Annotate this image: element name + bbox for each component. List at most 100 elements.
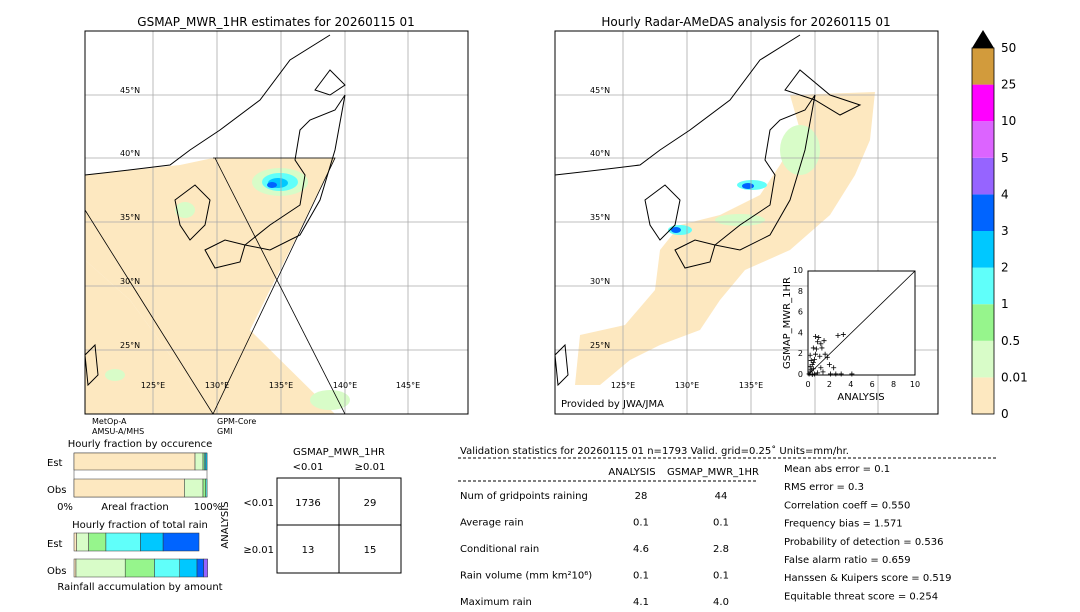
- stat-label: Num of gridpoints raining: [460, 491, 588, 502]
- svg-text:35°N: 35°N: [590, 213, 610, 222]
- colorbar-extend-arrow: [972, 30, 994, 48]
- bar-segment: [73, 558, 77, 578]
- stat-analysis: 0.1: [633, 571, 649, 582]
- bar-segment: [88, 532, 107, 552]
- scatter-point: [816, 335, 822, 341]
- scatter-xtick: 4: [848, 380, 853, 389]
- colorbar-segment: [972, 377, 994, 414]
- scatter-point: [817, 353, 823, 359]
- svg-text:<0.01: <0.01: [293, 462, 324, 473]
- svg-text:25°N: 25°N: [120, 341, 140, 350]
- svg-text:≥0.01: ≥0.01: [243, 545, 274, 556]
- svg-text:13: 13: [302, 545, 315, 556]
- occurrence-xmin: 0%: [57, 502, 73, 513]
- left-coastline: [85, 34, 346, 387]
- rain-fraction-title: Hourly fraction of total rain: [72, 520, 208, 531]
- svg-text:GMI: GMI: [217, 427, 232, 436]
- colorbar-segment: [972, 304, 994, 341]
- scatter-point: [835, 332, 841, 338]
- scatter-ytick: 0: [798, 370, 803, 379]
- stat-analysis: 4.1: [633, 597, 649, 608]
- stat-gsmap: 2.8: [713, 544, 729, 555]
- rain-fraction-xlabel: Rainfall accumulation by amount: [57, 582, 222, 593]
- right-lat-labels: 45°N 40°N 35°N 30°N 25°N: [590, 86, 610, 350]
- bar-segment: [75, 558, 126, 578]
- score-line: Equitable threat score = 0.254: [784, 591, 938, 602]
- scatter-xtick: 0: [805, 380, 810, 389]
- score-line: Frequency bias = 1.571: [784, 519, 903, 530]
- score-line: Mean abs error = 0.1: [784, 464, 890, 475]
- scatter-point: [810, 366, 816, 372]
- stat-label: Maximum rain: [460, 597, 532, 608]
- colorbar-tick-label: 2: [1001, 261, 1009, 275]
- scatter-point: [815, 339, 821, 345]
- scatter-point: [812, 351, 818, 357]
- svg-text:125°E: 125°E: [141, 381, 165, 390]
- colorbar-tick-label: 1: [1001, 297, 1009, 311]
- svg-text:GSMAP_MWR_1HR: GSMAP_MWR_1HR: [293, 447, 385, 458]
- scatter-xtick: 8: [891, 380, 896, 389]
- scatter-point: [806, 371, 812, 377]
- scatter-point: [807, 352, 813, 358]
- scatter-point: [808, 357, 814, 363]
- scatter-ytick: 10: [793, 266, 803, 275]
- occurrence-est-label: Est: [47, 458, 63, 469]
- scatter-point: [807, 364, 813, 370]
- scatter-point: [821, 338, 827, 344]
- occurrence-xlabel: Areal fraction: [101, 502, 168, 513]
- scatter-point: [818, 341, 824, 347]
- bar-segment: [73, 478, 185, 498]
- svg-text:≥0.01: ≥0.01: [355, 462, 386, 473]
- scatter-point: [840, 331, 846, 337]
- scatter-xtick: 2: [827, 380, 832, 389]
- occurrence-obs-label: Obs: [47, 485, 66, 496]
- rain-obs-label: Obs: [47, 566, 66, 577]
- stat-gsmap: 0.1: [713, 571, 729, 582]
- stat-label: Average rain: [460, 518, 524, 529]
- svg-text:Validation statistics for 2026: Validation statistics for 20260115 01 n=…: [460, 445, 849, 457]
- colorbar-tick-label: 0: [1001, 407, 1009, 421]
- scatter-xlabel: ANALYSIS: [837, 392, 884, 403]
- right-map-title: Hourly Radar-AMeDAS analysis for 2026011…: [601, 15, 890, 29]
- occurrence-bars: [73, 452, 208, 498]
- scatter-ytick: 4: [798, 328, 803, 337]
- svg-text:135°E: 135°E: [739, 381, 763, 390]
- colorbar-segment: [972, 157, 994, 195]
- svg-text:130°E: 130°E: [205, 381, 229, 390]
- stat-analysis: 0.1: [633, 518, 649, 529]
- scatter-point: [818, 365, 824, 371]
- scatter-point: [811, 371, 817, 377]
- colorbar-segment: [972, 121, 994, 158]
- bar-segment: [73, 532, 77, 552]
- colorbar-tick-label: 0.01: [1001, 370, 1028, 384]
- bar-segment: [140, 532, 164, 552]
- credit-text: Provided by JWA/JMA: [561, 399, 664, 410]
- scatter-point: [833, 371, 839, 377]
- svg-text:145°E: 145°E: [396, 381, 420, 390]
- svg-text:30°N: 30°N: [120, 277, 140, 286]
- score-line: False alarm ratio = 0.659: [784, 555, 911, 566]
- scatter-ytick: 6: [798, 308, 803, 317]
- bar-segment: [205, 478, 208, 498]
- scatter-inset: 00 2 2 4 4 6 6 8 8 10 10 ANALYSIS GSMAP_MWR_1HR: [782, 266, 920, 403]
- stat-analysis: 28: [635, 491, 648, 502]
- left-map-frame: [84, 30, 469, 415]
- svg-text:45°N: 45°N: [590, 86, 610, 95]
- svg-text:GSMAP_MWR_1HR: GSMAP_MWR_1HR: [667, 467, 759, 478]
- svg-text:<0.01: <0.01: [243, 498, 274, 509]
- svg-text:140°E: 140°E: [333, 381, 357, 390]
- scatter-point: [809, 362, 815, 368]
- svg-text:30°N: 30°N: [590, 277, 610, 286]
- svg-text:ANALYSIS: ANALYSIS: [608, 467, 655, 478]
- rain-est-label: Est: [47, 539, 63, 550]
- colorbar-tick-label: 3: [1001, 224, 1009, 238]
- scatter-point: [849, 371, 855, 377]
- bar-segment: [76, 532, 89, 552]
- colorbar-tick-label: 5: [1001, 151, 1009, 165]
- colorbar-tick-label: 50: [1001, 41, 1016, 55]
- bar-segment: [194, 452, 204, 471]
- svg-text:AMSU-A/MHS: AMSU-A/MHS: [92, 427, 144, 436]
- bar-segment: [124, 558, 155, 578]
- colorbar-tick-label: 4: [1001, 187, 1009, 201]
